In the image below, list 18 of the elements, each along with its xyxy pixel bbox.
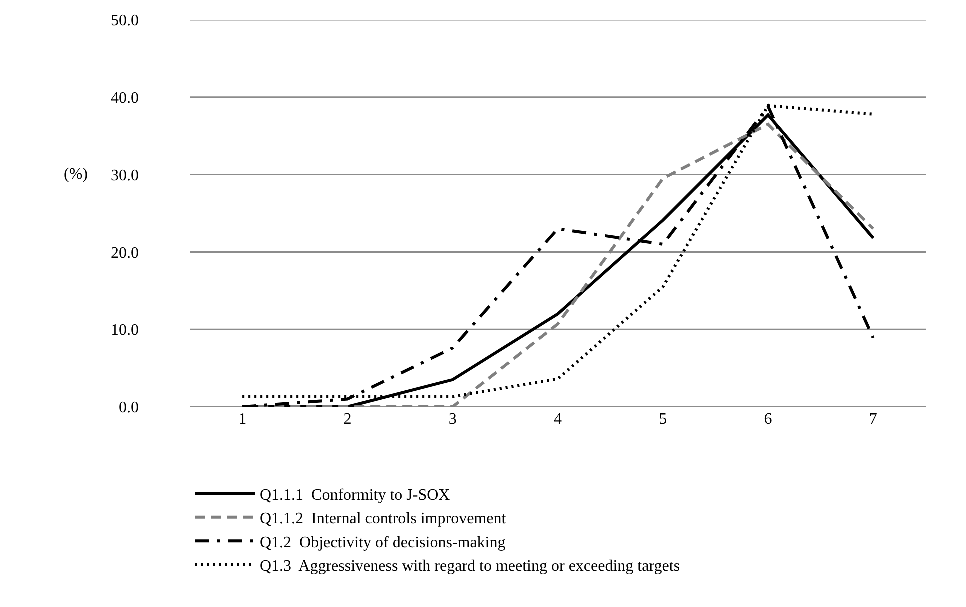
x-tick-label: 6: [764, 411, 772, 428]
x-tick-label: 3: [448, 411, 457, 428]
y-tick-label: 0.0: [119, 400, 139, 417]
y-tick-label: 10.0: [111, 322, 139, 340]
x-tick-label: 5: [659, 411, 668, 428]
x-tick-label: 1: [238, 411, 247, 428]
y-axis-title: (%): [64, 166, 88, 183]
x-tick-label: 4: [554, 411, 562, 428]
legend-label: Q1.3 Aggressiveness with regard to meeting or exceeding targets: [260, 558, 680, 576]
y-tick-label: 30.0: [111, 167, 139, 184]
legend-label: Q1.1.2 Internal controls improvement: [260, 510, 507, 528]
y-tick-label: 50.0: [111, 12, 139, 30]
legend-label: Q1.2 Objectivity of decisions-making: [260, 534, 506, 552]
x-tick-label: 2: [344, 411, 352, 428]
y-tick-label: 20.0: [111, 244, 139, 262]
x-tick-label: 7: [869, 411, 878, 428]
legend-label: Q1.1.1 Conformity to J-SOX: [260, 486, 451, 504]
y-tick-label: 40.0: [111, 90, 139, 107]
